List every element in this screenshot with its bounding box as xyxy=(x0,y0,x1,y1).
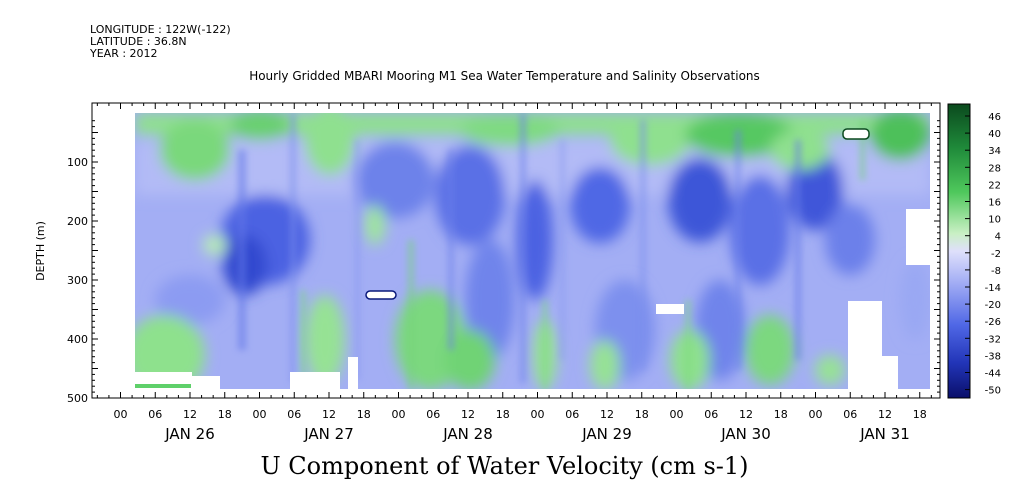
colorbar-label: -50 xyxy=(985,386,1001,397)
x-day-label: JAN 26 xyxy=(164,425,215,443)
y-axis-ticks: 100 200 300 400 500 xyxy=(67,120,940,405)
chart-title: Hourly Gridded MBARI Mooring M1 Sea Wate… xyxy=(249,69,760,83)
x-hour-label: 06 xyxy=(565,408,579,421)
x-hour-label: 18 xyxy=(913,408,927,421)
y-tick-label: 400 xyxy=(67,333,88,346)
x-hour-label: 00 xyxy=(809,408,823,421)
x-hour-label: 12 xyxy=(878,408,892,421)
y-tick-label: 200 xyxy=(67,215,88,228)
colorbar-label: 10 xyxy=(988,215,1001,226)
x-day-label: JAN 31 xyxy=(859,425,910,443)
colorbar-label: -32 xyxy=(985,334,1001,345)
x-hour-label: 06 xyxy=(426,408,440,421)
y-tick-label: 300 xyxy=(67,274,88,287)
x-day-label: JAN 28 xyxy=(442,425,493,443)
latitude-label: LATITUDE : 36.8N xyxy=(90,35,187,48)
colorbar-label: 34 xyxy=(988,146,1001,157)
chart-subtitle: U Component of Water Velocity (cm s-1) xyxy=(260,452,749,480)
colorbar-label: -26 xyxy=(985,317,1001,328)
x-hour-label: 12 xyxy=(600,408,614,421)
colorbar-label: 4 xyxy=(995,232,1001,243)
x-hour-label: 00 xyxy=(531,408,545,421)
colorbar-label: -44 xyxy=(985,369,1001,380)
colorbar-label: -8 xyxy=(991,266,1001,277)
colorbar-label: -38 xyxy=(985,351,1001,362)
y-axis-label: DEPTH (m) xyxy=(34,221,47,281)
year-label: YEAR : 2012 xyxy=(90,47,158,60)
x-hour-label: 00 xyxy=(253,408,267,421)
x-day-label: JAN 27 xyxy=(303,425,354,443)
x-hour-label: 12 xyxy=(322,408,336,421)
x-day-label: JAN 29 xyxy=(581,425,632,443)
x-hour-label: 18 xyxy=(635,408,649,421)
x-hour-label: 00 xyxy=(114,408,128,421)
x-hour-label: 12 xyxy=(183,408,197,421)
x-hour-label: 06 xyxy=(287,408,301,421)
x-hour-label: 18 xyxy=(357,408,371,421)
colorbar-label: 28 xyxy=(988,163,1001,174)
x-hour-label: 18 xyxy=(496,408,510,421)
colorbar-label: 40 xyxy=(988,129,1001,140)
x-hour-label: 06 xyxy=(704,408,718,421)
x-hour-label: 18 xyxy=(774,408,788,421)
colorbar-label: -2 xyxy=(991,249,1001,260)
x-day-label: JAN 30 xyxy=(720,425,771,443)
heatmap-field xyxy=(135,113,930,389)
x-axis-ticks: 00 06 12 18 00 06 12 18 00 06 12 18 00 06 12 18 00 06 12 18… xyxy=(96,103,932,443)
x-hour-label: 00 xyxy=(670,408,684,421)
longitude-label: LONGITUDE : 122W(-122) xyxy=(90,23,231,36)
colorbar-ticks: 46 40 34 28 22 16 10 4 -2 -8 -14 -20 -26 -32 -38 -44 -50 xyxy=(965,112,1001,397)
x-hour-label: 12 xyxy=(739,408,753,421)
x-hour-label: 06 xyxy=(148,408,162,421)
colorbar-label: 46 xyxy=(988,112,1001,123)
x-hour-label: 18 xyxy=(218,408,232,421)
colorbar-label: 16 xyxy=(988,198,1001,209)
colorbar xyxy=(947,103,971,399)
x-hour-label: 12 xyxy=(461,408,475,421)
x-hour-label: 06 xyxy=(843,408,857,421)
y-tick-label: 500 xyxy=(67,392,88,405)
colorbar-label: 22 xyxy=(988,180,1001,191)
colorbar-label: -14 xyxy=(985,283,1001,294)
colorbar-label: -20 xyxy=(985,300,1001,311)
x-hour-label: 00 xyxy=(392,408,406,421)
y-tick-label: 100 xyxy=(67,156,88,169)
